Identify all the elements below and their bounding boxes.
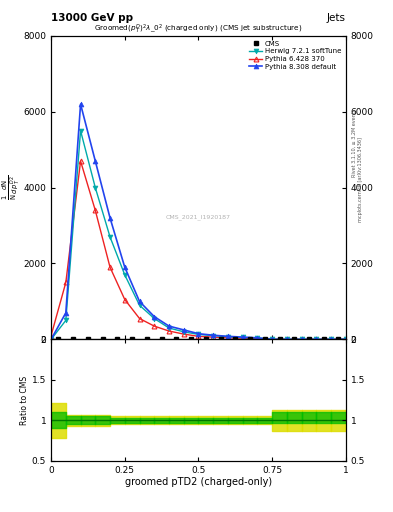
CMS <box>100 336 105 343</box>
Pythia 6.428 370 <box>182 331 186 337</box>
Line: Herwig 7.2.1 softTune: Herwig 7.2.1 softTune <box>49 129 348 342</box>
Pythia 6.428 370 <box>211 334 216 340</box>
Herwig 7.2.1 softTune <box>64 317 68 324</box>
CMS <box>86 336 90 343</box>
Herwig 7.2.1 softTune <box>167 325 171 331</box>
Pythia 6.428 370 <box>270 336 275 343</box>
Herwig 7.2.1 softTune <box>343 336 348 343</box>
CMS <box>336 336 341 343</box>
CMS <box>248 336 252 343</box>
Herwig 7.2.1 softTune <box>226 334 230 340</box>
Pythia 8.308 default <box>78 101 83 107</box>
Pythia 6.428 370 <box>299 336 304 343</box>
Text: mcplots.cern.ch [arXiv:1306.3436]: mcplots.cern.ch [arXiv:1306.3436] <box>358 137 363 222</box>
Line: CMS: CMS <box>56 337 341 342</box>
CMS <box>159 336 164 343</box>
CMS <box>174 336 179 343</box>
Pythia 6.428 370 <box>49 332 53 338</box>
CMS <box>218 336 223 343</box>
CMS <box>204 336 208 343</box>
Pythia 6.428 370 <box>343 336 348 343</box>
Pythia 8.308 default <box>226 333 230 339</box>
Pythia 8.308 default <box>314 336 319 343</box>
CMS <box>189 336 193 343</box>
Pythia 6.428 370 <box>64 280 68 286</box>
Pythia 6.428 370 <box>93 207 98 214</box>
Herwig 7.2.1 softTune <box>152 315 156 322</box>
Herwig 7.2.1 softTune <box>93 184 98 190</box>
Pythia 8.308 default <box>211 332 216 338</box>
Pythia 6.428 370 <box>167 328 171 334</box>
Pythia 8.308 default <box>329 336 333 343</box>
Herwig 7.2.1 softTune <box>285 336 289 343</box>
Herwig 7.2.1 softTune <box>123 272 127 278</box>
Herwig 7.2.1 softTune <box>211 332 216 338</box>
CMS <box>277 336 282 343</box>
Herwig 7.2.1 softTune <box>137 302 142 308</box>
Herwig 7.2.1 softTune <box>314 336 319 343</box>
Herwig 7.2.1 softTune <box>196 331 201 337</box>
Y-axis label: $\frac{1}{\mathrm{N}}\frac{d\mathrm{N}}{d\,p_{T}^{D2}}$: $\frac{1}{\mathrm{N}}\frac{d\mathrm{N}}{… <box>0 175 22 200</box>
Pythia 8.308 default <box>49 336 53 343</box>
Pythia 8.308 default <box>196 331 201 337</box>
Pythia 8.308 default <box>152 313 156 319</box>
CMS <box>145 336 149 343</box>
Herwig 7.2.1 softTune <box>49 336 53 343</box>
CMS <box>56 336 61 343</box>
Pythia 6.428 370 <box>255 335 260 342</box>
Pythia 8.308 default <box>255 335 260 341</box>
Pythia 6.428 370 <box>108 264 112 270</box>
Legend: CMS, Herwig 7.2.1 softTune, Pythia 6.428 370, Pythia 8.308 default: CMS, Herwig 7.2.1 softTune, Pythia 6.428… <box>248 39 342 71</box>
Pythia 6.428 370 <box>137 315 142 322</box>
CMS <box>292 336 297 343</box>
X-axis label: groomed pTD2 (charged-only): groomed pTD2 (charged-only) <box>125 477 272 487</box>
Line: Pythia 8.308 default: Pythia 8.308 default <box>49 102 348 342</box>
Pythia 8.308 default <box>343 336 348 343</box>
Pythia 8.308 default <box>241 334 245 340</box>
CMS <box>115 336 120 343</box>
Pythia 6.428 370 <box>123 296 127 303</box>
Pythia 8.308 default <box>299 336 304 343</box>
CMS <box>233 336 238 343</box>
Herwig 7.2.1 softTune <box>329 336 333 343</box>
Pythia 6.428 370 <box>196 333 201 339</box>
Pythia 6.428 370 <box>314 336 319 343</box>
CMS <box>130 336 134 343</box>
Herwig 7.2.1 softTune <box>270 336 275 343</box>
Pythia 6.428 370 <box>241 335 245 342</box>
Text: Jets: Jets <box>327 13 346 23</box>
CMS <box>307 336 311 343</box>
Pythia 8.308 default <box>137 298 142 305</box>
Y-axis label: Ratio to CMS: Ratio to CMS <box>20 375 29 424</box>
Pythia 6.428 370 <box>285 336 289 343</box>
Pythia 8.308 default <box>93 158 98 164</box>
Pythia 6.428 370 <box>226 335 230 341</box>
CMS <box>71 336 75 343</box>
Line: Pythia 6.428 370: Pythia 6.428 370 <box>49 159 348 342</box>
Herwig 7.2.1 softTune <box>78 127 83 134</box>
Pythia 6.428 370 <box>152 323 156 329</box>
CMS <box>263 336 267 343</box>
Herwig 7.2.1 softTune <box>182 329 186 335</box>
Pythia 6.428 370 <box>78 158 83 164</box>
Pythia 8.308 default <box>182 327 186 333</box>
Herwig 7.2.1 softTune <box>255 335 260 341</box>
Pythia 8.308 default <box>64 310 68 316</box>
CMS <box>321 336 326 343</box>
Pythia 8.308 default <box>108 215 112 221</box>
Title: Groomed$(p_T^D)^2\lambda\_0^2$ (charged only) (CMS jet substructure): Groomed$(p_T^D)^2\lambda\_0^2$ (charged … <box>94 23 303 36</box>
Text: CMS_2021_I1920187: CMS_2021_I1920187 <box>166 214 231 220</box>
Pythia 6.428 370 <box>329 336 333 343</box>
Herwig 7.2.1 softTune <box>108 234 112 240</box>
Pythia 8.308 default <box>270 336 275 343</box>
Herwig 7.2.1 softTune <box>299 336 304 343</box>
Text: Rivet 3.1.10, ≥ 3.2M events: Rivet 3.1.10, ≥ 3.2M events <box>352 109 357 178</box>
Text: 13000 GeV pp: 13000 GeV pp <box>51 13 133 23</box>
Herwig 7.2.1 softTune <box>241 334 245 340</box>
Pythia 8.308 default <box>123 264 127 270</box>
Pythia 8.308 default <box>167 323 171 329</box>
Pythia 8.308 default <box>285 336 289 343</box>
